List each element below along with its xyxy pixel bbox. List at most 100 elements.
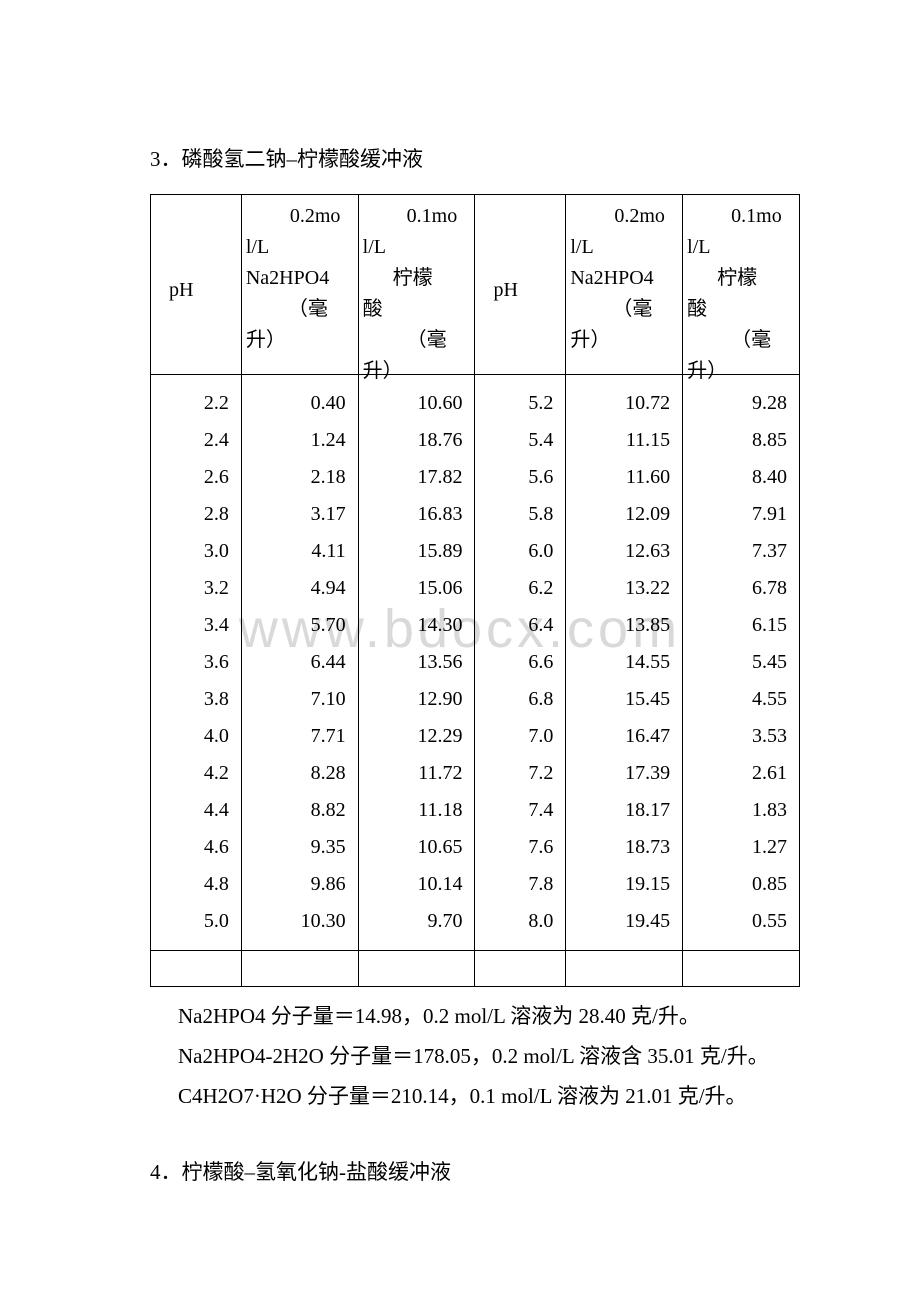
- table-cell: 11.18: [359, 792, 463, 829]
- table-cell: 12.29: [359, 718, 463, 755]
- table-cell: 7.6: [475, 829, 553, 866]
- table-cell: 2.4: [151, 422, 229, 459]
- table-cell: 12.09: [566, 496, 670, 533]
- table-cell: 7.71: [242, 718, 346, 755]
- table-cell: 17.39: [566, 755, 670, 792]
- table-cell: 6.15: [683, 607, 787, 644]
- table-cell: 3.6: [151, 644, 229, 681]
- table-cell: 16.47: [566, 718, 670, 755]
- table-cell: 15.45: [566, 681, 670, 718]
- table-cell: 4.4: [151, 792, 229, 829]
- table-cell: 4.8: [151, 866, 229, 903]
- table-cell: 11.60: [566, 459, 670, 496]
- table-cell: 0.40: [242, 385, 346, 422]
- footnote-2: Na2HPO4-2H2O 分子量＝178.05，0.2 mol/L 溶液含 35…: [178, 1037, 800, 1077]
- header-citric-2: 0.1mo l/L 柠檬 酸 （毫 升）: [683, 194, 800, 374]
- table-cell: 15.06: [359, 570, 463, 607]
- table-cell: 4.0: [151, 718, 229, 755]
- table-cell: 8.85: [683, 422, 787, 459]
- table-cell: 2.8: [151, 496, 229, 533]
- header-ph-label: pH: [169, 279, 193, 302]
- table-cell: 4.11: [242, 533, 346, 570]
- footnote-1: Na2HPO4 分子量＝14.98，0.2 mol/L 溶液为 28.40 克/…: [178, 997, 800, 1037]
- section-4-title: 4．柠檬酸–氢氧化钠-盐酸缓冲液: [150, 1153, 800, 1193]
- table-cell: 6.78: [683, 570, 787, 607]
- table-cell: 7.10: [242, 681, 346, 718]
- table-cell: 6.2: [475, 570, 553, 607]
- table-cell: 12.63: [566, 533, 670, 570]
- table-cell: 5.8: [475, 496, 553, 533]
- section-3-title: 3．磷酸氢二钠–柠檬酸缓冲液: [150, 140, 800, 180]
- table-cell: 18.76: [359, 422, 463, 459]
- table-cell: 18.17: [566, 792, 670, 829]
- table-cell: 9.70: [359, 903, 463, 940]
- table-cell: 5.70: [242, 607, 346, 644]
- table-cell: 9.28: [683, 385, 787, 422]
- table-cell: 1.83: [683, 792, 787, 829]
- table-cell: 2.2: [151, 385, 229, 422]
- header-na2hpo4-2: 0.2mo l/L Na2HPO4 （毫 升）: [566, 194, 683, 374]
- table-cell: 6.6: [475, 644, 553, 681]
- buffer-table: pH 0.2mo l/L Na2HPO4 （毫 升）: [150, 194, 800, 987]
- table-cell: 5.4: [475, 422, 553, 459]
- table-cell: 18.73: [566, 829, 670, 866]
- data-col-b2: 9.288.858.407.917.376.786.155.454.553.53…: [683, 374, 800, 950]
- table-cell: 3.0: [151, 533, 229, 570]
- table-cell: 5.2: [475, 385, 553, 422]
- data-col-ph1: 2.22.42.62.83.03.23.43.63.84.04.24.44.64…: [151, 374, 242, 950]
- table-cell: 1.24: [242, 422, 346, 459]
- table-cell: 16.83: [359, 496, 463, 533]
- table-cell: 3.2: [151, 570, 229, 607]
- table-cell: 6.4: [475, 607, 553, 644]
- table-cell: 4.55: [683, 681, 787, 718]
- table-cell: 4.94: [242, 570, 346, 607]
- table-cell: 7.37: [683, 533, 787, 570]
- table-cell: 8.28: [242, 755, 346, 792]
- table-cell: 8.40: [683, 459, 787, 496]
- table-cell: 1.27: [683, 829, 787, 866]
- footnote-3: C4H2O7·H2O 分子量＝210.14，0.1 mol/L 溶液为 21.0…: [178, 1077, 800, 1117]
- table-cell: 11.72: [359, 755, 463, 792]
- data-col-a1: 0.401.242.183.174.114.945.706.447.107.71…: [241, 374, 358, 950]
- table-cell: 5.0: [151, 903, 229, 940]
- data-col-b1: 10.6018.7617.8216.8315.8915.0614.3013.56…: [358, 374, 475, 950]
- table-cell: 2.61: [683, 755, 787, 792]
- table-cell: 7.0: [475, 718, 553, 755]
- table-cell: 10.72: [566, 385, 670, 422]
- table-cell: 5.45: [683, 644, 787, 681]
- table-cell: 6.8: [475, 681, 553, 718]
- table-cell: 7.4: [475, 792, 553, 829]
- table-cell: 0.55: [683, 903, 787, 940]
- table-cell: 12.90: [359, 681, 463, 718]
- table-cell: 8.0: [475, 903, 553, 940]
- table-cell: 14.30: [359, 607, 463, 644]
- table-cell: 17.82: [359, 459, 463, 496]
- table-cell: 7.91: [683, 496, 787, 533]
- header-na2hpo4-1: 0.2mo l/L Na2HPO4 （毫 升）: [241, 194, 358, 374]
- table-cell: 3.8: [151, 681, 229, 718]
- table-cell: 5.6: [475, 459, 553, 496]
- data-col-a2: 10.7211.1511.6012.0912.6313.2213.8514.55…: [566, 374, 683, 950]
- table-header-row: pH 0.2mo l/L Na2HPO4 （毫 升）: [151, 194, 800, 374]
- table-cell: 19.45: [566, 903, 670, 940]
- table-cell: 2.6: [151, 459, 229, 496]
- table-cell: 6.44: [242, 644, 346, 681]
- table-cell: 3.17: [242, 496, 346, 533]
- table-cell: 8.82: [242, 792, 346, 829]
- table-cell: 9.35: [242, 829, 346, 866]
- table-cell: 0.85: [683, 866, 787, 903]
- table-cell: 13.56: [359, 644, 463, 681]
- header-citric-1: 0.1mo l/L 柠檬 酸 （毫 升）: [358, 194, 475, 374]
- table-cell: 15.89: [359, 533, 463, 570]
- footnotes: Na2HPO4 分子量＝14.98，0.2 mol/L 溶液为 28.40 克/…: [150, 997, 800, 1117]
- table-cell: 7.8: [475, 866, 553, 903]
- table-cell: 10.60: [359, 385, 463, 422]
- table-cell: 7.2: [475, 755, 553, 792]
- header-ph-1: pH: [151, 194, 242, 374]
- table-cell: 19.15: [566, 866, 670, 903]
- table-cell: 10.65: [359, 829, 463, 866]
- table-cell: 13.22: [566, 570, 670, 607]
- header-ph-2: pH: [475, 194, 566, 374]
- header-ph-label: pH: [493, 279, 517, 302]
- table-cell: 10.30: [242, 903, 346, 940]
